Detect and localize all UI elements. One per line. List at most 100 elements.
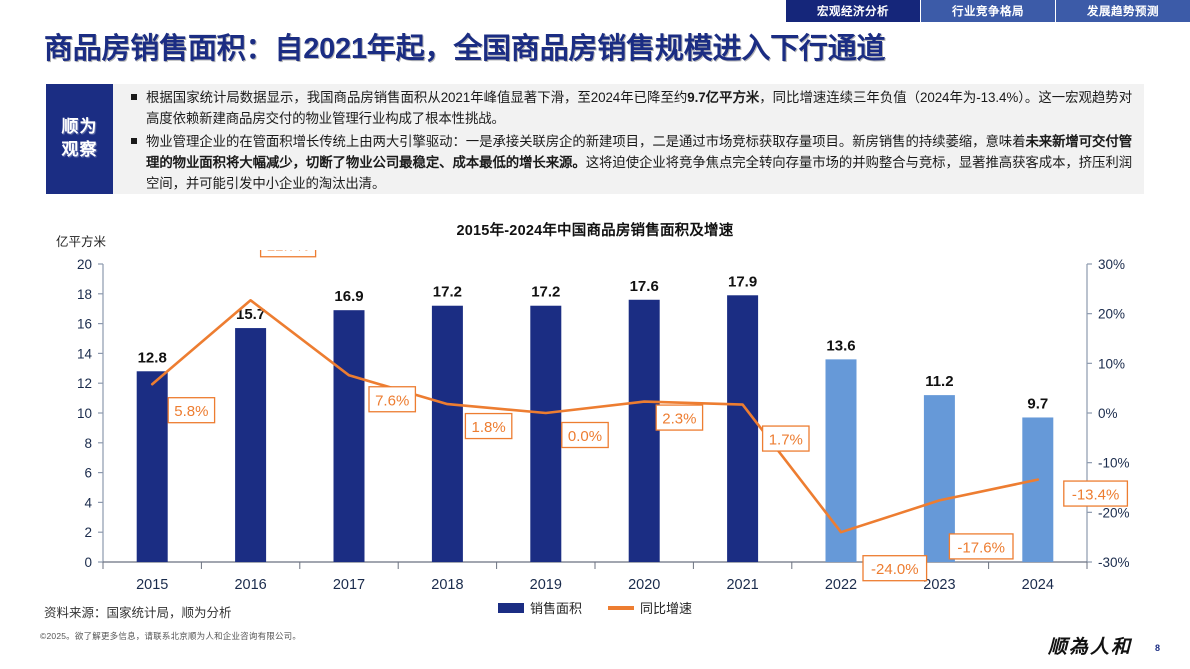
legend-item-growth-rate: 同比增速: [608, 598, 692, 617]
observation-text-1: 根据国家统计局数据显示，我国商品房销售面积从2021年峰值显著下滑，至2024年…: [146, 87, 1132, 129]
tab-label: 发展趋势预测: [1087, 6, 1159, 18]
chart-area: 0 2 4 6 8 10 12 14 16 18 20 -30% -20% -10% 0% 10% 20% 30%…: [0, 231, 1190, 595]
left-axis-tick-label: 20: [77, 257, 92, 272]
bar-value-label: 9.7: [1027, 395, 1048, 412]
observation-bullet-2: 物业管理企业的在管面积增长传统上由两大引擎驱动：一是承接关联房企的新建项目，二是…: [125, 131, 1132, 194]
left-axis-tick-label: 12: [77, 376, 92, 391]
left-axis-tick-label: 2: [84, 525, 92, 540]
left-axis-tick-label: 0: [84, 555, 92, 570]
growth-label-2018: 1.8%: [464, 412, 513, 440]
bar-value-label: 17.2: [531, 284, 560, 301]
right-axis-tick-label: -10%: [1098, 456, 1130, 471]
growth-label-box: [862, 555, 928, 582]
right-axis-tick-label: -20%: [1098, 505, 1130, 520]
growth-label-text: 5.8%: [174, 403, 208, 420]
legend-bar-swatch-icon: [497, 602, 524, 613]
observation-bullet-1: 根据国家统计局数据显示，我国商品房销售面积从2021年峰值显著下滑，至2024年…: [125, 87, 1132, 129]
bar-value-label: 16.9: [334, 288, 363, 305]
right-axis-tick-label: 30%: [1098, 257, 1125, 272]
tab-trend-forecast[interactable]: 发展趋势预测: [1056, 0, 1190, 22]
tab-macro-economy[interactable]: 宏观经济分析: [786, 0, 921, 22]
right-axis-tick-label: 20%: [1098, 307, 1125, 322]
bar-value-label: 13.6: [826, 337, 855, 354]
growth-label-text: -17.6%: [957, 539, 1005, 556]
company-logo: 顺為人和: [1047, 636, 1132, 658]
bar-2019: [530, 305, 562, 562]
x-axis-tick-label: 2017: [333, 577, 365, 593]
bar-2015: [136, 371, 168, 562]
bar-value-label: 11.2: [925, 373, 953, 390]
growth-label-2015: 5.8%: [167, 397, 216, 424]
growth-label-2023: -17.6%: [948, 533, 1014, 560]
bar-value-label: 15.7: [236, 306, 265, 323]
growth-label-2024: -13.4%: [1063, 480, 1129, 507]
growth-label-text: 0.0%: [568, 428, 602, 445]
x-axis-tick-label: 2016: [234, 577, 266, 593]
growth-label-box: [1063, 480, 1129, 507]
growth-label-box: [464, 412, 513, 440]
page-title: 商品房销售面积：自2021年起，全国商品房销售规模进入下行通道: [44, 33, 886, 65]
left-axis-tick-label: 4: [84, 495, 92, 510]
source-note: 资料来源：国家统计局，顺为分析: [44, 606, 232, 620]
growth-label-box: [761, 425, 810, 452]
copyright-note: ©2025。欲了解更多信息，请联系北京顺为人和企业咨询有限公司。: [40, 631, 302, 641]
tab-label: 宏观经济分析: [817, 6, 889, 18]
square-bullet-icon: [131, 93, 137, 100]
x-axis-tick-label: 2023: [923, 577, 955, 593]
right-axis-tick-label: 10%: [1098, 356, 1125, 371]
growth-label-2022: -24.0%: [862, 555, 928, 582]
growth-label-text: -13.4%: [1072, 487, 1120, 504]
bar-2016: [235, 328, 267, 562]
bar-value-label: 17.6: [630, 278, 659, 295]
growth-label-2020: 2.3%: [655, 404, 704, 431]
bar-value-label: 17.9: [728, 273, 757, 290]
x-axis-tick-label: 2022: [825, 577, 857, 593]
growth-label-2019: 0.0%: [561, 421, 609, 449]
observation-text-2: 物业管理企业的在管面积增长传统上由两大引擎驱动：一是承接关联房企的新建项目，二是…: [146, 131, 1132, 194]
tab-industry-competition[interactable]: 行业竞争格局: [921, 0, 1056, 22]
bar-2021: [727, 295, 759, 562]
bar-value-label: 17.2: [433, 284, 462, 301]
growth-label-box: [368, 386, 417, 413]
growth-label-text: 2.3%: [662, 411, 696, 428]
growth-label-text: 22.7%: [267, 250, 310, 254]
x-axis-tick-label: 2018: [431, 577, 463, 593]
left-axis-tick-label: 14: [77, 346, 93, 361]
bar-2020: [628, 299, 660, 562]
body-text: 这将迫使企业将竞争焦点完全转向存量市场的并购整合与竞标，显著推高获客成本，挤压利…: [146, 154, 1132, 191]
observation-body: 根据国家统计局数据显示，我国商品房销售面积从2021年峰值显著下滑，至2024年…: [113, 84, 1144, 194]
growth-label-text: 7.6%: [375, 392, 409, 409]
right-axis-tick-label: -30%: [1098, 555, 1130, 570]
growth-label-box: [948, 533, 1014, 560]
top-tab-strip: 宏观经济分析 行业竞争格局 发展趋势预测: [786, 0, 1190, 22]
left-axis-tick-label: 8: [84, 436, 92, 451]
left-axis-tick-label: 18: [77, 287, 92, 302]
x-axis-tick-label: 2019: [530, 577, 562, 593]
tab-label: 行业竞争格局: [952, 6, 1024, 18]
chart-legend: 销售面积 同比增速: [0, 598, 1190, 617]
growth-label-box: [655, 404, 704, 431]
observation-tag-line1: 顺为: [61, 117, 98, 137]
x-axis-tick-label: 2021: [726, 577, 758, 593]
combo-chart-svg: 0 2 4 6 8 10 12 14 16 18 20 -30% -20% -10% 0% 10% 20% 30%…: [77, 231, 1130, 593]
x-axis-tick-label: 2015: [136, 577, 168, 593]
legend-label: 同比增速: [640, 601, 693, 616]
growth-rate-line: [150, 298, 1040, 534]
left-axis-tick-label: 10: [77, 406, 92, 421]
page-title-wrap: 商品房销售面积：自2021年起，全国商品房销售规模进入下行通道: [44, 29, 1144, 71]
growth-label-box: [561, 421, 609, 449]
left-axis-tick-label: 6: [84, 466, 92, 481]
bar-2024: [1022, 417, 1054, 562]
growth-label-2017: 7.6%: [368, 386, 417, 413]
observation-block: 顺为 观察 根据国家统计局数据显示，我国商品房销售面积从2021年峰值显著下滑，…: [46, 84, 1144, 194]
chart-title: 2015年-2024年中国商品房销售面积及增速: [456, 223, 734, 239]
emphasis-text: 未来新增可交付管理的物业面积将大幅减少，切断了物业公司最稳定、成本最低的增长来源…: [146, 133, 1133, 170]
observation-tag: 顺为 观察: [46, 84, 113, 194]
body-text: ，同比增速连续三年负值（2024年为-13.4%）。这一宏观趋势对高度依赖新建商…: [146, 89, 1132, 126]
growth-label-box: [167, 397, 216, 424]
x-axis-tick-label: 2020: [628, 577, 660, 593]
growth-label-text: -24.0%: [871, 561, 919, 578]
legend-item-sales-area: 销售面积: [497, 598, 582, 617]
growth-label-2016: 22.7%: [259, 231, 317, 258]
